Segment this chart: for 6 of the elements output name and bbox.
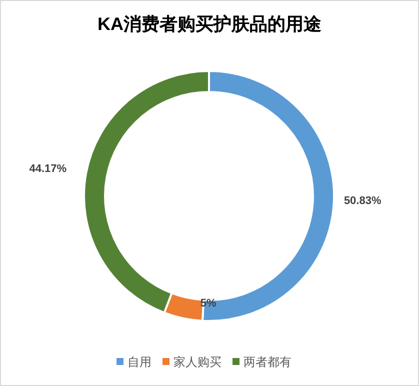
data-label: 44.17%	[29, 162, 67, 175]
data-label: 50.83%	[344, 195, 382, 208]
legend-label: 家人购买	[174, 355, 222, 369]
legend-label: 自用	[128, 355, 152, 369]
chart-title: KA消费者购买护肤品的用途	[98, 14, 322, 34]
legend-label: 两者都有	[244, 355, 292, 369]
